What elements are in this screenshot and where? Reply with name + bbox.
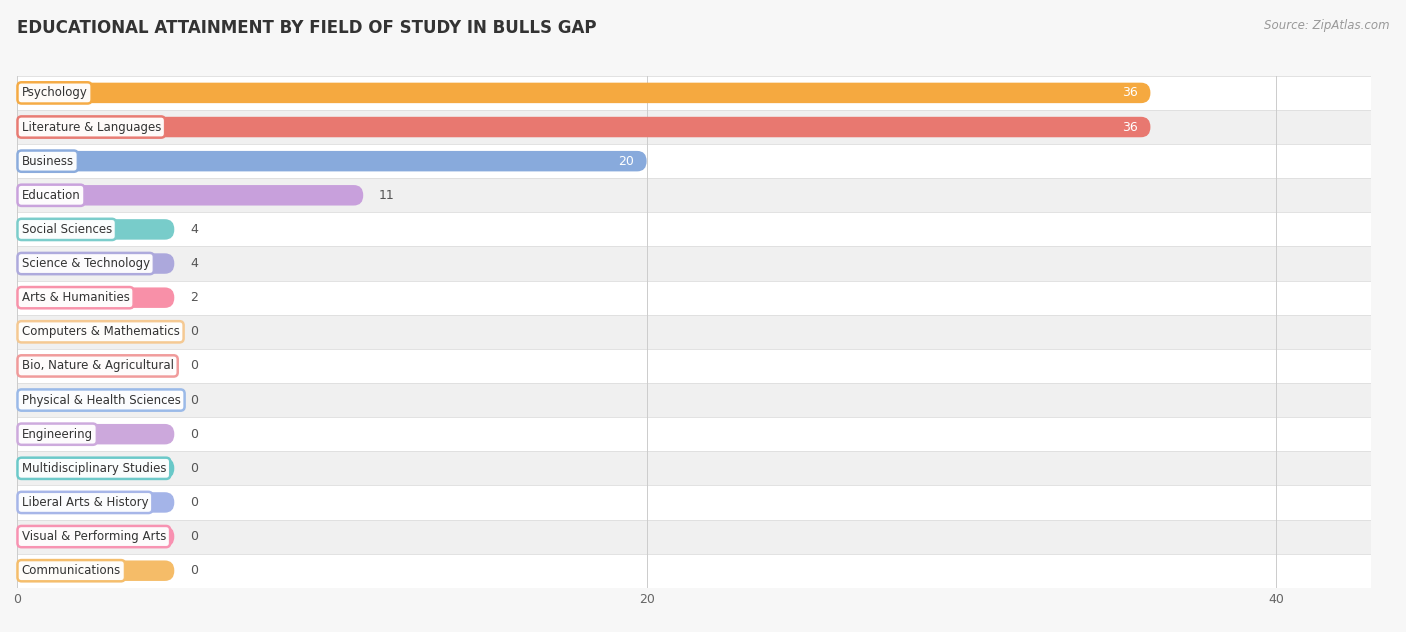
Text: 0: 0 xyxy=(190,428,198,441)
Text: 4: 4 xyxy=(190,257,198,270)
Text: 36: 36 xyxy=(1122,87,1137,99)
FancyBboxPatch shape xyxy=(17,151,647,171)
Text: Science & Technology: Science & Technology xyxy=(21,257,149,270)
FancyBboxPatch shape xyxy=(17,356,174,376)
Text: 0: 0 xyxy=(190,394,198,406)
FancyBboxPatch shape xyxy=(17,458,174,478)
Text: Engineering: Engineering xyxy=(21,428,93,441)
Text: 0: 0 xyxy=(190,496,198,509)
FancyBboxPatch shape xyxy=(17,178,1406,212)
FancyBboxPatch shape xyxy=(17,520,1406,554)
FancyBboxPatch shape xyxy=(17,212,1406,246)
FancyBboxPatch shape xyxy=(17,315,1406,349)
FancyBboxPatch shape xyxy=(17,219,174,240)
Text: Physical & Health Sciences: Physical & Health Sciences xyxy=(21,394,180,406)
Text: 11: 11 xyxy=(380,189,395,202)
FancyBboxPatch shape xyxy=(17,417,1406,451)
FancyBboxPatch shape xyxy=(17,492,174,513)
Text: Psychology: Psychology xyxy=(21,87,87,99)
FancyBboxPatch shape xyxy=(17,561,174,581)
Text: Education: Education xyxy=(21,189,80,202)
FancyBboxPatch shape xyxy=(17,110,1406,144)
Text: Business: Business xyxy=(21,155,73,167)
Text: 0: 0 xyxy=(190,564,198,577)
Text: Computers & Mathematics: Computers & Mathematics xyxy=(21,325,180,338)
FancyBboxPatch shape xyxy=(17,185,363,205)
FancyBboxPatch shape xyxy=(17,144,1406,178)
FancyBboxPatch shape xyxy=(17,485,1406,520)
FancyBboxPatch shape xyxy=(17,288,174,308)
FancyBboxPatch shape xyxy=(17,383,1406,417)
Text: Bio, Nature & Agricultural: Bio, Nature & Agricultural xyxy=(21,360,173,372)
FancyBboxPatch shape xyxy=(17,349,1406,383)
FancyBboxPatch shape xyxy=(17,253,174,274)
FancyBboxPatch shape xyxy=(17,281,1406,315)
FancyBboxPatch shape xyxy=(17,76,1406,110)
FancyBboxPatch shape xyxy=(17,526,174,547)
FancyBboxPatch shape xyxy=(17,322,174,342)
FancyBboxPatch shape xyxy=(17,424,174,444)
Text: Multidisciplinary Studies: Multidisciplinary Studies xyxy=(21,462,166,475)
Text: Arts & Humanities: Arts & Humanities xyxy=(21,291,129,304)
Text: 36: 36 xyxy=(1122,121,1137,133)
Text: 4: 4 xyxy=(190,223,198,236)
Text: Social Sciences: Social Sciences xyxy=(21,223,112,236)
FancyBboxPatch shape xyxy=(17,83,1150,103)
FancyBboxPatch shape xyxy=(17,246,1406,281)
Text: 0: 0 xyxy=(190,325,198,338)
Text: 0: 0 xyxy=(190,530,198,543)
Text: 20: 20 xyxy=(619,155,634,167)
Text: Visual & Performing Arts: Visual & Performing Arts xyxy=(21,530,166,543)
Text: 2: 2 xyxy=(190,291,198,304)
Text: Liberal Arts & History: Liberal Arts & History xyxy=(21,496,148,509)
FancyBboxPatch shape xyxy=(17,451,1406,485)
Text: Literature & Languages: Literature & Languages xyxy=(21,121,160,133)
FancyBboxPatch shape xyxy=(17,554,1406,588)
Text: EDUCATIONAL ATTAINMENT BY FIELD OF STUDY IN BULLS GAP: EDUCATIONAL ATTAINMENT BY FIELD OF STUDY… xyxy=(17,19,596,37)
FancyBboxPatch shape xyxy=(17,390,174,410)
Text: Source: ZipAtlas.com: Source: ZipAtlas.com xyxy=(1264,19,1389,32)
Text: 0: 0 xyxy=(190,360,198,372)
FancyBboxPatch shape xyxy=(17,117,1150,137)
Text: 0: 0 xyxy=(190,462,198,475)
Text: Communications: Communications xyxy=(21,564,121,577)
